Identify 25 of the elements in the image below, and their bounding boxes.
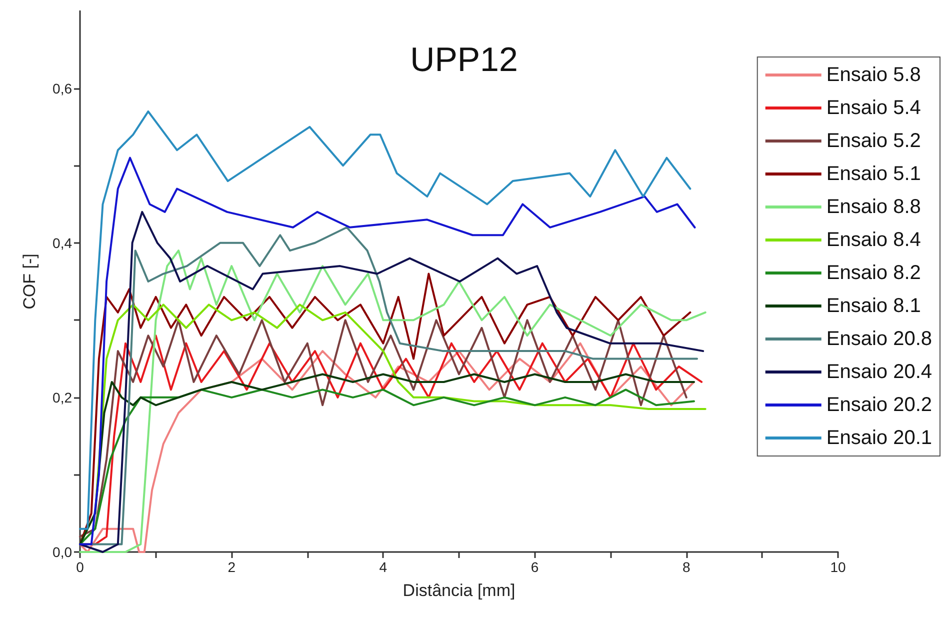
legend-label: Ensaio 5.4	[826, 97, 921, 119]
x-tick-label: 0	[76, 559, 84, 575]
y-tick-label: 0,0	[52, 544, 72, 560]
y-tick-label: 0,6	[52, 80, 72, 96]
x-axis-title: Distância [mm]	[402, 581, 516, 600]
legend-label: Ensaio 20.2	[826, 394, 932, 416]
x-tick-label: 10	[830, 559, 846, 575]
legend-label: Ensaio 20.1	[826, 427, 932, 449]
legend-label: Ensaio 8.8	[826, 196, 921, 218]
legend-label: Ensaio 20.8	[826, 328, 932, 350]
legend-label: Ensaio 8.2	[826, 262, 921, 284]
y-tick-label: 0,4	[52, 234, 72, 251]
x-tick-label: 6	[530, 559, 539, 575]
x-tick-label: 2	[228, 559, 236, 575]
legend-label: Ensaio 8.4	[826, 229, 921, 251]
y-tick-label: 0,2	[52, 389, 72, 406]
text: UPP12	[410, 41, 518, 79]
legend-label: Ensaio 8.1	[826, 295, 921, 317]
x-tick-label: 8	[682, 559, 690, 575]
legend-label: Ensaio 20.4	[826, 361, 932, 383]
legend-label: Ensaio 5.1	[826, 163, 921, 185]
legend-label: Ensaio 5.2	[826, 130, 921, 152]
y-axis-title: COF [-]	[20, 254, 39, 310]
legend-label: Ensaio 5.8	[826, 64, 921, 86]
x-tick-label: 4	[379, 559, 388, 575]
